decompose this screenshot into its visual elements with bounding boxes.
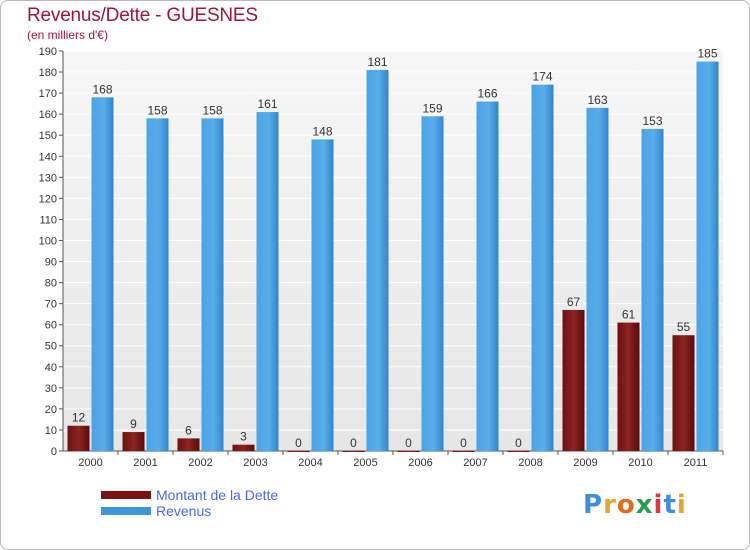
data-label-revenus: 153 <box>642 114 662 128</box>
x-tick-label: 2004 <box>298 457 322 469</box>
bar-revenus <box>586 107 609 451</box>
y-tick-label: 120 <box>39 193 57 205</box>
data-label-dette: 0 <box>350 436 357 450</box>
bar-dette <box>287 451 310 452</box>
y-tick-label: 30 <box>45 383 57 395</box>
y-tick-label: 160 <box>39 109 57 121</box>
bar-revenus <box>421 116 444 452</box>
y-tick-label: 10 <box>45 425 57 437</box>
chart-subtitle: (en milliers d'€) <box>27 28 108 42</box>
bar-dette <box>67 425 90 451</box>
logo-letter: o <box>616 490 636 520</box>
bar-revenus <box>201 118 224 452</box>
legend-swatch-revenus <box>101 507 151 515</box>
logo-letter: t <box>663 490 677 520</box>
bar-dette <box>452 451 475 452</box>
y-tick-label: 70 <box>45 299 57 311</box>
y-tick-label: 80 <box>45 278 57 290</box>
data-label-revenus: 166 <box>477 87 497 101</box>
data-label-revenus: 158 <box>147 103 167 117</box>
x-tick-label: 2008 <box>518 457 542 469</box>
bar-dette <box>342 451 365 452</box>
y-tick-label: 90 <box>45 257 57 269</box>
logo-letter: P <box>583 490 604 520</box>
bar-revenus <box>146 118 169 452</box>
bar-dette <box>617 322 640 451</box>
data-label-dette: 0 <box>295 436 302 450</box>
data-label-dette: 0 <box>405 436 412 450</box>
data-label-dette: 0 <box>515 436 522 450</box>
data-label-dette: 12 <box>72 411 86 425</box>
data-label-revenus: 185 <box>697 47 717 61</box>
data-label-revenus: 148 <box>312 124 332 138</box>
bar-revenus <box>256 112 279 451</box>
bar-dette <box>122 432 145 451</box>
data-label-dette: 61 <box>622 308 636 322</box>
bar-dette <box>177 438 200 451</box>
y-tick-label: 190 <box>39 46 57 58</box>
y-tick-label: 0 <box>51 446 57 458</box>
data-label-dette: 9 <box>130 417 137 431</box>
y-tick-label: 130 <box>39 172 57 184</box>
y-tick-label: 40 <box>45 362 57 374</box>
bar-revenus <box>696 61 719 452</box>
data-label-dette: 55 <box>677 320 691 334</box>
data-label-dette: 6 <box>185 423 192 437</box>
y-tick-label: 20 <box>45 404 57 416</box>
y-tick-label: 140 <box>39 151 57 163</box>
legend-swatch-dette <box>101 491 151 499</box>
chart-title: Revenus/Dette - GUESNES <box>27 5 258 26</box>
bar-revenus <box>311 139 334 451</box>
legend-label-dette: Montant de la Dette <box>156 487 279 503</box>
bar-dette <box>397 451 420 452</box>
proxiti-logo: Proxiti <box>583 490 687 520</box>
data-label-revenus: 181 <box>367 55 387 69</box>
x-tick-label: 2006 <box>408 457 432 469</box>
y-tick-label: 110 <box>39 214 57 226</box>
x-tick-label: 2001 <box>133 457 157 469</box>
x-tick-label: 2002 <box>188 457 212 469</box>
data-label-revenus: 163 <box>587 93 607 107</box>
data-label-revenus: 159 <box>422 101 442 115</box>
x-tick-label: 2010 <box>628 457 652 469</box>
logo-letter: i <box>676 490 687 520</box>
y-tick-label: 180 <box>39 67 57 79</box>
y-tick-label: 50 <box>45 341 57 353</box>
y-tick-label: 150 <box>39 130 57 142</box>
bar-dette <box>562 309 585 451</box>
y-tick-label: 100 <box>39 235 57 247</box>
data-label-revenus: 161 <box>257 97 277 111</box>
bar-revenus <box>476 101 499 452</box>
x-tick-label: 2000 <box>78 457 102 469</box>
data-label-dette: 3 <box>240 430 247 444</box>
x-tick-label: 2005 <box>353 457 377 469</box>
x-tick-label: 2003 <box>243 457 267 469</box>
bar-revenus <box>641 128 664 451</box>
logo-letter: i <box>653 490 664 520</box>
data-label-dette: 0 <box>460 436 467 450</box>
data-label-revenus: 174 <box>532 70 552 84</box>
bar-dette <box>507 451 530 452</box>
y-tick-label: 60 <box>45 320 57 332</box>
data-label-revenus: 158 <box>202 103 222 117</box>
logo-letter: x <box>635 490 654 520</box>
legend-label-revenus: Revenus <box>156 503 212 519</box>
data-label-dette: 67 <box>567 295 581 309</box>
x-tick-label: 2009 <box>573 457 597 469</box>
plot-area <box>63 51 723 451</box>
bar-revenus <box>531 84 554 452</box>
bar-revenus <box>366 69 389 452</box>
bar-dette <box>232 444 255 451</box>
x-tick-label: 2007 <box>463 457 487 469</box>
data-label-revenus: 168 <box>92 82 112 96</box>
bar-revenus <box>91 97 114 451</box>
bar-dette <box>672 335 695 451</box>
x-tick-label: 2011 <box>684 457 708 469</box>
logo-letter: r <box>603 490 617 520</box>
y-tick-label: 170 <box>39 88 57 100</box>
